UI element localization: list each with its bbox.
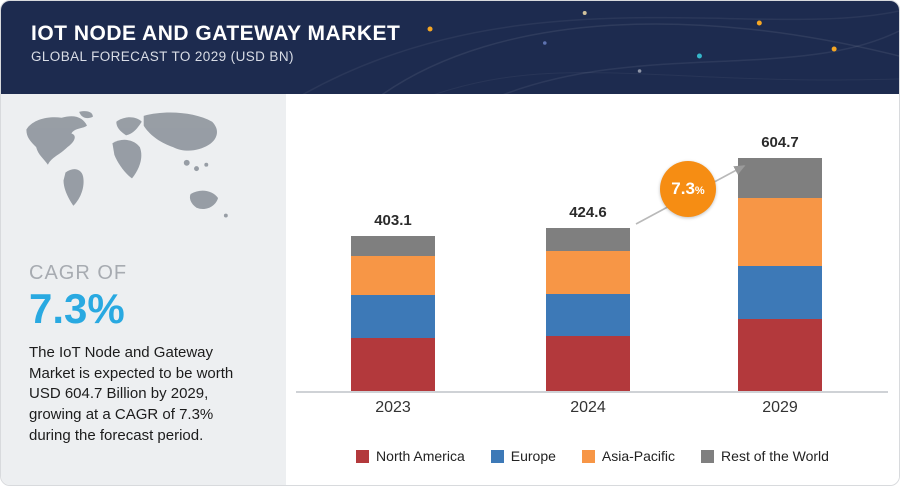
content-area: CAGR OF 7.3% The IoT Node and Gateway Ma… [1, 94, 899, 485]
bar-segment-north-america [351, 338, 435, 391]
chart-panel: 403.1 424.6 604.7 2023 2024 2029 North Ameri… [286, 94, 899, 485]
legend-item-asia-pacific: Asia-Pacific [581, 448, 676, 464]
market-description: The IoT Node and Gateway Market is expec… [29, 344, 234, 444]
page-title: IOT NODE AND GATEWAY MARKET [31, 22, 401, 45]
legend-swatch [356, 449, 370, 463]
cagr-badge-value: 7.3 [671, 179, 695, 198]
cagr-badge: 7.3 % [660, 161, 716, 217]
bar-group-2024: 424.6 [546, 204, 630, 391]
bar-segment-europe [546, 294, 630, 336]
legend-item-europe: Europe [490, 448, 556, 464]
sidebar: CAGR OF 7.3% The IoT Node and Gateway Ma… [1, 94, 286, 485]
world-map [11, 108, 251, 240]
bar-segment-europe [738, 266, 822, 319]
legend-swatch [490, 449, 504, 463]
legend-swatch [701, 449, 715, 463]
cagr-badge-percent: % [694, 184, 705, 197]
bar-stack [738, 158, 822, 391]
plot-area: 403.1 424.6 604.7 [296, 94, 888, 393]
x-axis-label-2029: 2029 [762, 399, 798, 416]
bar-segment-rest-of-the-world [738, 158, 822, 198]
bar-total-label: 604.7 [761, 134, 799, 151]
x-axis-label-2024: 2024 [570, 399, 606, 416]
cagr-label: CAGR OF [29, 262, 128, 284]
bar-group-2023: 403.1 [351, 212, 435, 391]
bar-total-label: 403.1 [374, 212, 412, 229]
legend-swatch [581, 449, 595, 463]
bar-segment-rest-of-the-world [351, 236, 435, 256]
legend-item-rest-of-the-world: Rest of the World [701, 448, 829, 464]
bar-segment-asia-pacific [738, 198, 822, 266]
legend-label: Asia-Pacific [601, 448, 676, 464]
legend-label: Europe [510, 448, 556, 464]
legend-item-north-america: North America [356, 448, 465, 464]
bar-segment-north-america [738, 319, 822, 391]
bar-segment-asia-pacific [546, 251, 630, 294]
header-banner: IOT NODE AND GATEWAY MARKET GLOBAL FOREC… [1, 1, 899, 94]
bar-segment-north-america [546, 336, 630, 391]
page-subtitle: GLOBAL FORECAST TO 2029 (USD BN) [31, 49, 294, 65]
legend-label: North America [376, 448, 465, 464]
x-axis: 2023 2024 2029 [296, 393, 888, 421]
bar-group-2029: 604.7 [738, 134, 822, 391]
bar-segment-rest-of-the-world [546, 228, 630, 251]
bar-segment-europe [351, 295, 435, 338]
bar-stack [546, 228, 630, 391]
bar-total-label: 424.6 [569, 204, 607, 221]
cagr-value: 7.3% [29, 285, 125, 332]
x-axis-label-2023: 2023 [375, 399, 411, 416]
legend: North America Europe Asia-Pacific Rest of t… [286, 448, 899, 464]
bar-segment-asia-pacific [351, 256, 435, 295]
legend-label: Rest of the World [721, 448, 829, 464]
bar-stack [351, 236, 435, 391]
